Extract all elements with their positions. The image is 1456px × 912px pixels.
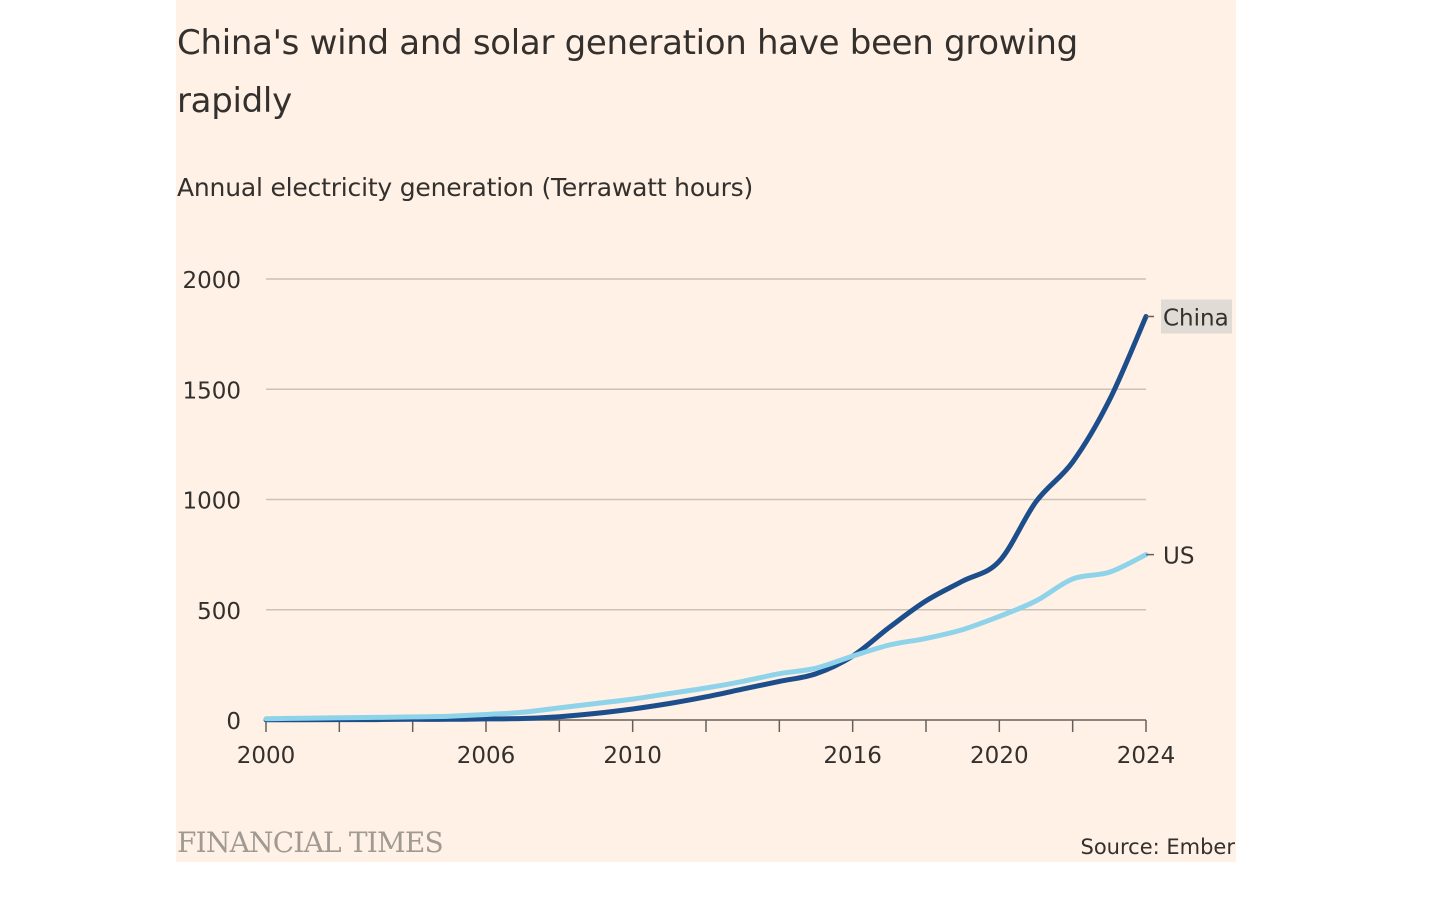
source-note: Source: Ember [1080,835,1236,859]
series-line-china [263,314,1149,723]
y-tick-label-2000: 2000 [182,268,241,294]
y-tick-label-500: 500 [197,599,241,625]
y-tick-label-0: 0 [226,709,241,735]
financial-times-logo: FINANCIAL TIMES [177,826,444,859]
x-tick-label-2006: 2006 [457,743,516,769]
x-tick-label-2010: 2010 [603,743,662,769]
series-line-us [263,552,1149,722]
end-label-us: US [1163,544,1194,570]
x-tick-label-2020: 2020 [970,743,1029,769]
y-tick-label-1500: 1500 [182,378,241,404]
x-tick-label-2016: 2016 [823,743,882,769]
x-tick-label-2024: 2024 [1117,743,1176,769]
chart-title: China's wind and solar generation have b… [177,23,1078,121]
chart-subtitle: Annual electricity generation (Terrawatt… [177,173,754,202]
y-tick-label-1000: 1000 [182,489,241,515]
end-label-china: China [1163,305,1229,331]
end-label-highlight-china [1161,299,1232,334]
x-tick-label-2000: 2000 [237,743,296,769]
